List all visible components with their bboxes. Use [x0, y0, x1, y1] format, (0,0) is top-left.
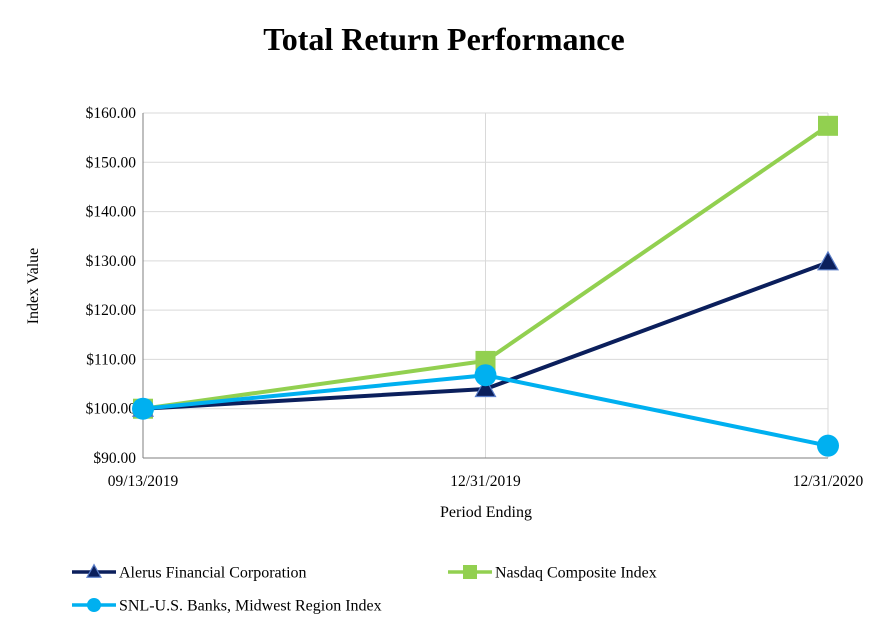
x-tick-labels: 09/13/2019 12/31/2019 12/31/2020: [108, 473, 864, 490]
x-tick-label: 09/13/2019: [108, 473, 179, 490]
data-point-triangle: [816, 250, 840, 271]
data-point-triangle: [474, 377, 497, 398]
data-point-square: [818, 115, 838, 136]
chart-title: Total Return Performance: [263, 21, 624, 57]
data-point-circle: [474, 364, 497, 387]
y-tick-labels: $90.00 $100.00 $110.00 $120.00 $130.00 $140.0…: [86, 105, 137, 467]
x-tick-label: 12/31/2019: [450, 473, 521, 490]
x-tick-label: 12/31/2020: [793, 473, 864, 490]
legend-label: Nasdaq Composite Index: [495, 565, 657, 582]
data-point-circle: [132, 397, 154, 420]
data-point-square: [463, 565, 477, 579]
y-axis-label: Index Value: [25, 248, 42, 325]
gridlines: [143, 112, 829, 458]
legend-item: Alerus Financial Corporation: [72, 563, 307, 582]
y-tick-label: $90.00: [93, 450, 136, 467]
y-tick-label: $120.00: [86, 302, 137, 319]
legend-item: SNL-U.S. Banks, Midwest Region Index: [72, 598, 382, 615]
y-tick-label: $110.00: [86, 351, 136, 368]
data-point-triangle: [85, 563, 103, 578]
x-axis-label: Period Ending: [440, 504, 532, 521]
y-tick-label: $150.00: [86, 154, 137, 171]
legend-label: Alerus Financial Corporation: [119, 565, 307, 582]
y-tick-label: $160.00: [86, 105, 137, 122]
y-tick-label: $100.00: [86, 401, 137, 418]
legend-label: SNL-U.S. Banks, Midwest Region Index: [119, 598, 382, 615]
data-point-circle: [817, 434, 839, 457]
series-layer: [131, 115, 840, 457]
legend-item: Nasdaq Composite Index: [448, 565, 657, 582]
y-tick-label: $140.00: [86, 204, 137, 221]
y-tick-label: $130.00: [86, 253, 137, 270]
legend: Alerus Financial Corporation Nasdaq Compo…: [72, 563, 657, 615]
data-point-circle: [87, 598, 101, 612]
